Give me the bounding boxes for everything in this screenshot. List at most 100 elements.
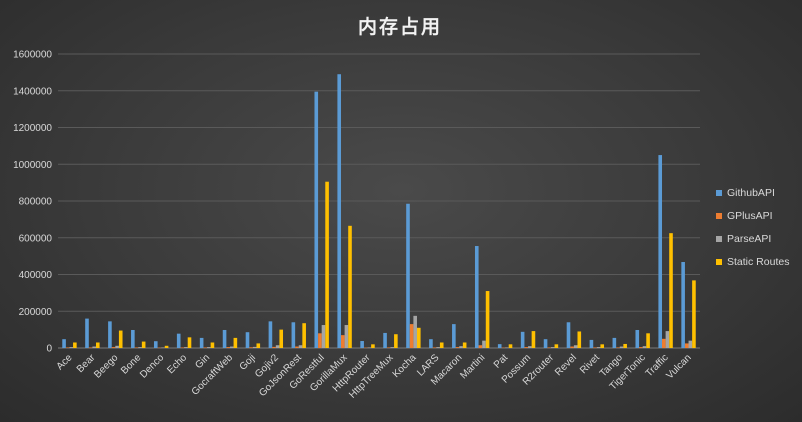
bar xyxy=(639,347,643,348)
bar xyxy=(478,345,483,348)
bar xyxy=(596,347,601,348)
bar xyxy=(658,155,663,348)
bar xyxy=(635,329,640,348)
bar xyxy=(573,345,578,348)
bar xyxy=(646,333,650,348)
bar xyxy=(295,346,299,348)
bar xyxy=(589,339,594,348)
bar xyxy=(429,339,433,348)
bar xyxy=(688,340,693,348)
bar xyxy=(325,181,329,348)
bar xyxy=(360,341,364,348)
bar xyxy=(662,338,666,348)
bar xyxy=(341,335,345,348)
bar xyxy=(432,347,437,348)
bar xyxy=(459,346,463,348)
bar xyxy=(252,346,257,348)
bar xyxy=(600,344,605,348)
bar xyxy=(176,333,181,348)
bar xyxy=(550,347,555,348)
bar xyxy=(272,346,276,348)
bar xyxy=(138,347,142,348)
bar xyxy=(73,342,77,348)
legend-label: GithubAPI xyxy=(727,187,775,199)
x-tick-label: Echo xyxy=(165,352,189,376)
bar xyxy=(665,331,670,348)
bar xyxy=(141,341,146,348)
legend-label: ParseAPI xyxy=(727,233,771,245)
bar xyxy=(245,332,250,348)
y-tick-label: 1000000 xyxy=(13,160,52,171)
bar xyxy=(65,347,70,348)
gridlines xyxy=(58,53,700,349)
bar xyxy=(111,347,116,348)
bar xyxy=(233,337,238,348)
bar xyxy=(199,337,204,348)
bar xyxy=(520,331,525,348)
bar xyxy=(62,339,66,348)
bar xyxy=(291,322,296,348)
x-tick-label: Gin xyxy=(193,352,212,371)
bar xyxy=(203,347,208,348)
bar xyxy=(554,344,559,348)
bar xyxy=(623,343,627,348)
bar xyxy=(409,324,414,348)
legend-swatch xyxy=(716,213,722,219)
y-tick-label: 1400000 xyxy=(13,86,52,97)
x-tick-label: Beego xyxy=(92,352,121,381)
bar xyxy=(386,347,391,348)
y-tick-label: 0 xyxy=(46,344,52,355)
y-tick-label: 200000 xyxy=(19,307,53,318)
bar xyxy=(413,315,417,348)
bar xyxy=(298,345,303,348)
bar xyxy=(344,325,349,348)
bar xyxy=(692,280,696,348)
legend-swatch xyxy=(716,190,722,196)
bar xyxy=(566,322,571,348)
x-tick-label: Pat xyxy=(492,352,511,371)
bar xyxy=(528,346,532,348)
bar xyxy=(531,331,536,348)
bar xyxy=(134,347,139,348)
bar xyxy=(543,339,548,348)
bar xyxy=(226,347,230,348)
y-tick-label: 1200000 xyxy=(13,123,52,134)
bar xyxy=(210,342,215,348)
bar xyxy=(275,345,280,348)
bar xyxy=(616,347,620,348)
x-tick-label: Kocha xyxy=(391,352,419,380)
bar xyxy=(92,346,96,348)
bar xyxy=(118,330,123,348)
bar xyxy=(115,345,119,348)
bar xyxy=(222,329,227,348)
bar xyxy=(108,321,112,348)
bar xyxy=(256,343,261,348)
bar xyxy=(164,345,169,348)
legend-label: Static Routes xyxy=(727,256,789,268)
x-tick-label: Vulcan xyxy=(665,352,694,381)
bar xyxy=(383,332,387,348)
bar xyxy=(229,346,234,348)
bar xyxy=(416,327,421,348)
bar xyxy=(318,333,322,348)
bar xyxy=(593,347,597,348)
bar xyxy=(180,347,185,348)
bar xyxy=(612,337,617,348)
legend-label: GPlusAPI xyxy=(727,210,773,222)
legend-swatch xyxy=(716,259,722,265)
bar xyxy=(268,321,273,348)
y-tick-label: 1600000 xyxy=(13,50,52,61)
bar xyxy=(348,225,352,348)
x-tick-label: Denco xyxy=(138,352,167,381)
bar xyxy=(394,334,398,348)
legend: GithubAPI GPlusAPI ParseAPI Static Routes xyxy=(716,187,789,268)
bar xyxy=(95,342,100,348)
bar xyxy=(279,329,284,348)
bar xyxy=(69,347,74,348)
bar xyxy=(153,341,158,348)
y-axis-ticks: 0 200000 400000 600000 800000 1000000 1200000 1… xyxy=(13,50,52,355)
bar xyxy=(508,344,513,348)
bar xyxy=(249,347,253,348)
bar xyxy=(669,233,673,348)
